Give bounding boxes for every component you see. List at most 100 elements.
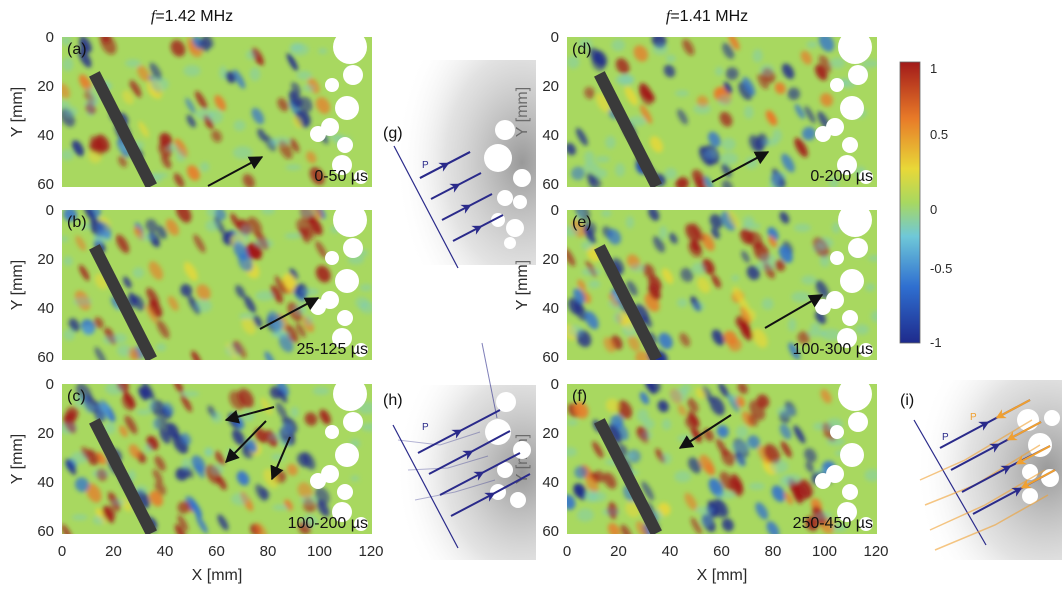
scatterer (842, 137, 858, 153)
scatterer (842, 484, 858, 500)
x-tick-label: 40 (662, 543, 679, 560)
y-tick-label: 40 (37, 127, 54, 144)
x-tick-label: 120 (358, 543, 383, 560)
x-tick-label: 20 (105, 543, 122, 560)
y-tick-label: 0 (46, 376, 54, 393)
y-axis-label: Y [mm] (9, 434, 26, 484)
scatterer (333, 37, 367, 64)
scatterer (343, 238, 363, 258)
colorbar-tick-0: 0 (930, 202, 937, 217)
schematic-g-wave-label: P (422, 160, 429, 171)
x-tick-label: 60 (713, 543, 730, 560)
propagation-arrow (207, 156, 264, 187)
panel-d: (d) 0-200 µs (567, 37, 877, 187)
schematic-h-wave-label: P (422, 422, 429, 433)
y-tick-label: 0 (551, 376, 559, 393)
x-tick-label: 100 (812, 543, 837, 560)
propagation-arrow (678, 414, 732, 449)
y-tick-label: 0 (46, 202, 54, 219)
x-tick-label: 120 (863, 543, 888, 560)
scatterer (830, 78, 844, 92)
x-tick-label: 20 (610, 543, 627, 560)
propagation-arrow (764, 294, 824, 329)
y-axis-label: Y [mm] (9, 87, 26, 137)
scatterer (815, 473, 831, 489)
y-tick-label: 60 (37, 523, 54, 540)
y-tick-label: 60 (542, 523, 559, 540)
time-window: 100-300 µs (793, 341, 873, 358)
scatterer (830, 251, 844, 265)
plate (594, 418, 662, 534)
colorbar: 1 0.5 0 -0.5 -1 (899, 61, 952, 350)
scatterer (838, 210, 872, 237)
y-tick-label: 20 (37, 78, 54, 95)
propagation-arrow (259, 297, 320, 330)
scatterer (859, 343, 873, 357)
scatterer (333, 384, 367, 411)
y-tick-label: 40 (542, 300, 559, 317)
panel-label: (d) (572, 41, 592, 58)
scatterer (354, 517, 368, 531)
y-tick-label: 40 (542, 474, 559, 491)
scatterer (815, 299, 831, 315)
scatterer (848, 65, 868, 85)
schematic-g-label: (g) (383, 125, 403, 142)
scatterer (815, 126, 831, 142)
x-tick-label: 0 (563, 543, 571, 560)
scatterer (859, 517, 873, 531)
panel-label: (a) (67, 41, 87, 58)
field-map-panels: (a) 0-50 µs (b) 25-125 µs (c) 100-200 µs (d) 0-… (62, 37, 877, 534)
schematic-h: (h) P (383, 342, 536, 560)
scatterer (840, 443, 864, 467)
propagation-arrow (224, 406, 275, 424)
y-tick-label: 0 (551, 29, 559, 46)
scatterer (333, 210, 367, 237)
scatterer (354, 170, 368, 184)
x-tick-label: 80 (260, 543, 277, 560)
plate (594, 71, 662, 187)
scatterer (335, 443, 359, 467)
y-tick-label: 20 (542, 78, 559, 95)
scatterer (325, 425, 339, 439)
scatterer (310, 473, 326, 489)
scatterer (838, 37, 872, 64)
y-tick-label: 0 (551, 202, 559, 219)
y-tick-label: 40 (542, 127, 559, 144)
scatterer (859, 170, 873, 184)
colorbar-tick-1: 1 (930, 61, 937, 76)
panel-label: (e) (572, 214, 592, 231)
colorbar-gradient (899, 61, 921, 344)
scatterer (840, 96, 864, 120)
x-axis-label: X [mm] (697, 567, 748, 584)
scatterer (325, 78, 339, 92)
scatterer (848, 238, 868, 258)
x-tick-label: 100 (307, 543, 332, 560)
plate (594, 244, 662, 360)
y-tick-label: 40 (37, 300, 54, 317)
scatterer (332, 155, 352, 175)
y-tick-label: 60 (542, 176, 559, 193)
y-tick-label: 0 (46, 29, 54, 46)
scatterer (343, 65, 363, 85)
scatterer (325, 251, 339, 265)
scatterer (343, 412, 363, 432)
scatterer (337, 484, 353, 500)
propagation-arrow (225, 420, 267, 464)
frequency-title-right: f=1.41 MHz (666, 8, 748, 25)
scatterer (848, 412, 868, 432)
time-window: 25-125 µs (297, 341, 368, 358)
propagation-arrow (270, 436, 291, 481)
y-axis-label: Y [mm] (9, 260, 26, 310)
y-tick-label: 60 (37, 176, 54, 193)
y-tick-label: 20 (542, 251, 559, 268)
schematic-i-wave-label-reflected: P (970, 412, 977, 423)
x-tick-label: 40 (157, 543, 174, 560)
panel-b: (b) 25-125 µs (62, 210, 372, 360)
schematic-i-wave-label-incident: P (942, 432, 949, 443)
y-tick-label: 20 (37, 425, 54, 442)
y-tick-label: 20 (37, 251, 54, 268)
scatterer (840, 269, 864, 293)
scatterer (337, 310, 353, 326)
y-tick-label: 60 (37, 349, 54, 366)
